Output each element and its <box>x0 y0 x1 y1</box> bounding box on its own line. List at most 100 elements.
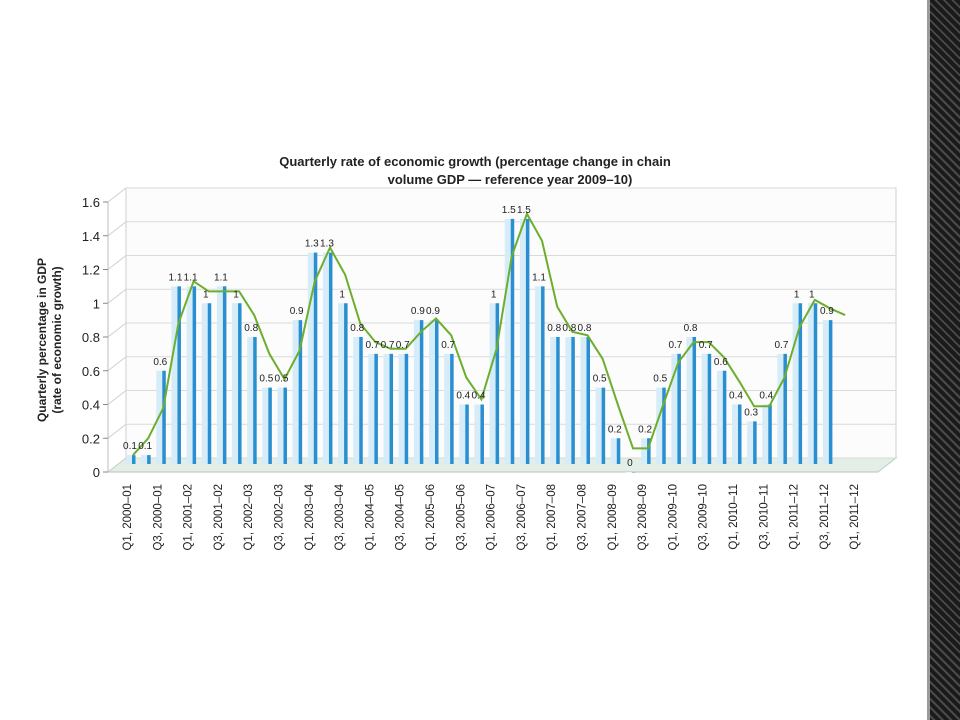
gridline-diag <box>107 221 127 237</box>
bar <box>207 303 212 464</box>
bar-shadow <box>807 303 817 464</box>
slide-frame-edge <box>927 0 930 720</box>
data-label: 1 <box>233 289 239 300</box>
data-label: 1.5 <box>517 205 531 216</box>
bar-shadow <box>383 353 393 464</box>
data-label: 0.2 <box>608 424 622 435</box>
bar-shadow <box>292 320 302 464</box>
y-tick-label: 0.4 <box>82 398 100 413</box>
bar-shadow <box>232 303 242 464</box>
bar <box>692 337 697 464</box>
data-label: 0.9 <box>820 306 834 317</box>
bar-shadow <box>201 303 211 464</box>
bar <box>495 303 500 464</box>
bar <box>662 387 666 464</box>
data-label: 0.5 <box>593 374 607 385</box>
data-label: 1 <box>794 289 800 300</box>
bar <box>192 286 197 464</box>
data-label: 1.1 <box>532 272 546 283</box>
bar <box>677 353 681 464</box>
bar-shadow <box>565 337 575 464</box>
bar-shadow <box>625 472 635 473</box>
bar-shadow <box>277 387 287 464</box>
data-label: 1.3 <box>305 239 319 250</box>
bar <box>328 252 333 464</box>
y-axis-label-line-2: (rate of economic growth) <box>50 266 64 413</box>
bar-shadow <box>368 353 378 464</box>
bar <box>389 353 394 464</box>
bar-shadow <box>186 286 196 464</box>
bar-shadow <box>610 438 620 464</box>
bar <box>162 370 166 464</box>
trend-line-path <box>132 211 846 456</box>
bar <box>510 218 515 464</box>
bar-shadow <box>777 353 787 464</box>
x-tick-label: Q1, 2011–12 <box>789 484 801 550</box>
bar <box>571 337 575 464</box>
bar-shadow <box>247 337 257 464</box>
data-label: 0.7 <box>365 340 379 351</box>
bar <box>374 353 378 464</box>
bar <box>177 286 181 464</box>
bar <box>222 286 227 464</box>
data-label: 0.7 <box>381 340 395 351</box>
bar <box>586 337 590 464</box>
data-label: 0.6 <box>714 357 728 368</box>
gridline-diag <box>107 356 127 372</box>
data-label: 0.3 <box>744 407 758 418</box>
x-tick-label: Q1, 2008–09 <box>607 484 619 551</box>
data-label: 0.1 <box>123 441 137 452</box>
bar-shadow <box>671 353 681 464</box>
bar-shadow <box>413 320 423 464</box>
bar <box>344 303 348 464</box>
bar-shadow <box>641 438 651 464</box>
x-tick-label: Q3, 2004–05 <box>395 484 407 551</box>
gridline-diag <box>107 457 127 473</box>
data-label: 0.8 <box>578 323 592 334</box>
bar-shadow <box>353 337 363 464</box>
bar <box>404 353 409 464</box>
bar <box>631 472 636 473</box>
y-tick-label: 1.2 <box>82 263 100 278</box>
data-label: 0.7 <box>441 340 455 351</box>
trend-line <box>132 211 846 456</box>
data-label: 0.8 <box>684 323 698 334</box>
bar <box>238 303 242 464</box>
data-label: 0.7 <box>668 340 682 351</box>
data-label: 0.8 <box>244 323 258 334</box>
bar <box>147 455 151 464</box>
bar-shadow <box>701 353 711 464</box>
data-label: 1 <box>339 289 345 300</box>
data-label: 0.5 <box>653 374 667 385</box>
data-label: 0.4 <box>729 391 743 402</box>
x-tick-label: Q3, 2009–10 <box>698 484 710 551</box>
bar-shadow <box>595 387 605 464</box>
x-tick-label: Q3, 2010–11 <box>758 484 770 550</box>
data-label: 0.9 <box>290 306 304 317</box>
bar <box>722 370 727 464</box>
bar-shadow <box>216 286 226 464</box>
bar <box>525 218 530 464</box>
bar-shadow <box>580 337 590 464</box>
bar-shadow <box>398 353 408 464</box>
data-label: 0.4 <box>456 391 470 402</box>
bar-shadow <box>489 303 499 464</box>
bar-shadow <box>126 455 135 464</box>
bar-shadow <box>822 320 832 464</box>
bar <box>450 353 454 464</box>
data-label: 1.1 <box>168 272 182 283</box>
x-tick-label: Q1, 2007–08 <box>546 484 558 551</box>
bar-shadow <box>686 337 696 464</box>
gridline-diag <box>107 255 127 270</box>
bar-shadow <box>444 353 454 464</box>
x-tick-label: Q3, 2011–12 <box>819 484 831 550</box>
data-label: 0.4 <box>471 391 485 402</box>
bar-shadow <box>156 370 166 464</box>
x-axis-ticks: Q1, 2000–01 Q3, 2000–01 Q1, 2001–02 Q3, 200… <box>122 483 861 550</box>
bar-shadow <box>338 303 348 464</box>
bar <box>616 438 621 464</box>
bar <box>798 303 803 464</box>
bar <box>253 337 257 464</box>
x-tick-label: Q3, 2005–06 <box>455 484 467 551</box>
x-tick-label: Q3, 2003–04 <box>334 483 346 550</box>
